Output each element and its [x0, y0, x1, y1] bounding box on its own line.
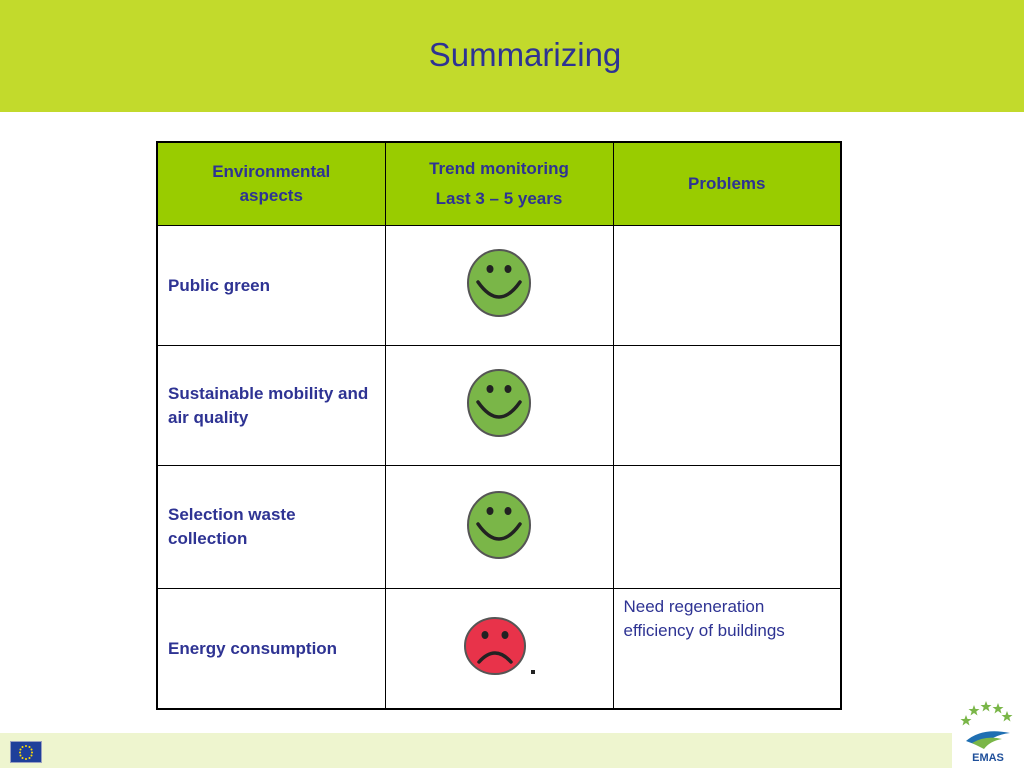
aspect-cell: Selection waste collection — [156, 465, 386, 589]
aspect-cell: Sustainable mobility and air quality — [156, 345, 386, 466]
dot-mark — [531, 670, 535, 674]
header-problems: Problems — [612, 141, 842, 226]
sad-face-icon — [463, 616, 527, 676]
trend-cell — [384, 588, 614, 710]
table-row: Energy consumption Need regeneration eff… — [156, 588, 842, 710]
trend-cell — [384, 465, 614, 589]
table-row: Sustainable mobility and air quality — [156, 345, 842, 466]
happy-face-icon — [466, 368, 532, 438]
trend-cell — [384, 345, 614, 466]
header-trend-monitoring: Trend monitoring Last 3 – 5 years — [384, 141, 614, 226]
header-environmental-aspects: Environmental aspects — [156, 141, 386, 226]
eu-flag-icon — [10, 741, 42, 763]
sad-face-wrapper — [463, 616, 535, 676]
emas-logo-text: EMAS — [972, 752, 1004, 764]
aspect-cell: Energy consumption — [156, 588, 386, 710]
problem-cell: Need regeneration efficiency of building… — [612, 588, 842, 710]
slide-title: Summarizing — [428, 36, 622, 73]
summary-table: Environmental aspects Trend monitoring L… — [156, 141, 842, 710]
happy-face-icon — [466, 490, 532, 560]
table-row: Public green — [156, 225, 842, 346]
problem-cell — [612, 465, 842, 589]
problem-cell — [612, 345, 842, 466]
emas-logo-icon: EMAS — [952, 697, 1024, 768]
header-band — [0, 0, 1024, 112]
table-header-row: Environmental aspects Trend monitoring L… — [156, 141, 842, 226]
trend-cell — [384, 225, 614, 346]
table-row: Selection waste collection — [156, 465, 842, 589]
aspect-cell: Public green — [156, 225, 386, 346]
happy-face-icon — [466, 248, 532, 318]
footer-strip — [0, 733, 1024, 768]
problem-cell — [612, 225, 842, 346]
